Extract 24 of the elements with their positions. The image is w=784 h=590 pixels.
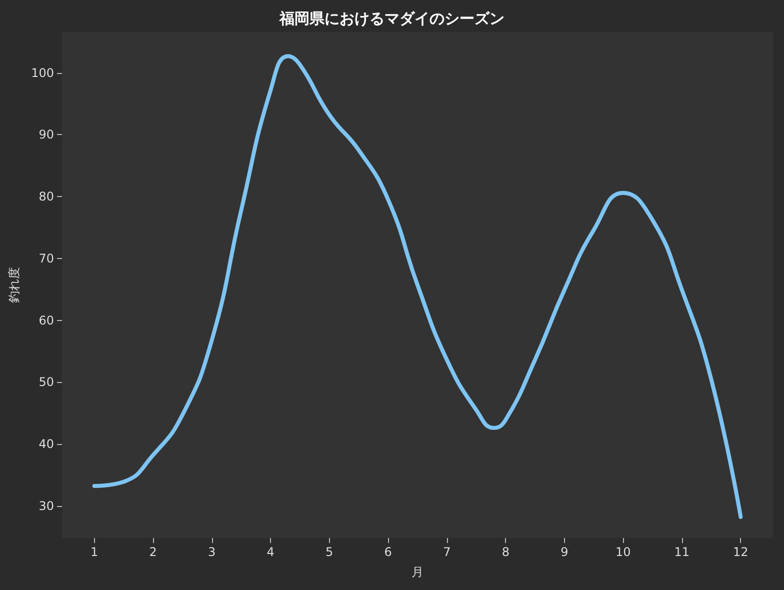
x-tick-label: 4 [266,545,274,559]
y-tick-label: 60 [38,313,54,328]
x-tick-label: 6 [384,545,392,559]
x-tick-label: 5 [326,545,334,559]
y-tick-label: 70 [38,251,54,266]
x-tick-label: 7 [443,545,451,559]
x-tick-label: 9 [560,545,568,559]
y-tick-label: 80 [38,190,54,204]
x-tick-label: 1 [90,545,98,559]
y-axis-title: 釣れ度 [7,267,22,303]
x-tick-label: 2 [149,545,157,559]
chart-title: 福岡県におけるマダイのシーズン [278,10,504,28]
y-tick-label: 90 [38,128,54,142]
line-series [92,54,743,519]
y-tick-label: 50 [38,375,54,390]
y-tick-label: 40 [38,436,54,451]
x-tick-label: 10 [616,545,631,559]
x-axis-title: 月 [412,565,424,579]
x-tick-label: 8 [502,545,510,559]
y-tick-label: 30 [38,498,54,513]
y-tick-label: 100 [31,66,54,80]
x-tick-label: 11 [674,545,690,559]
x-tick-label: 12 [733,545,748,559]
x-tick-label: 3 [208,545,216,559]
